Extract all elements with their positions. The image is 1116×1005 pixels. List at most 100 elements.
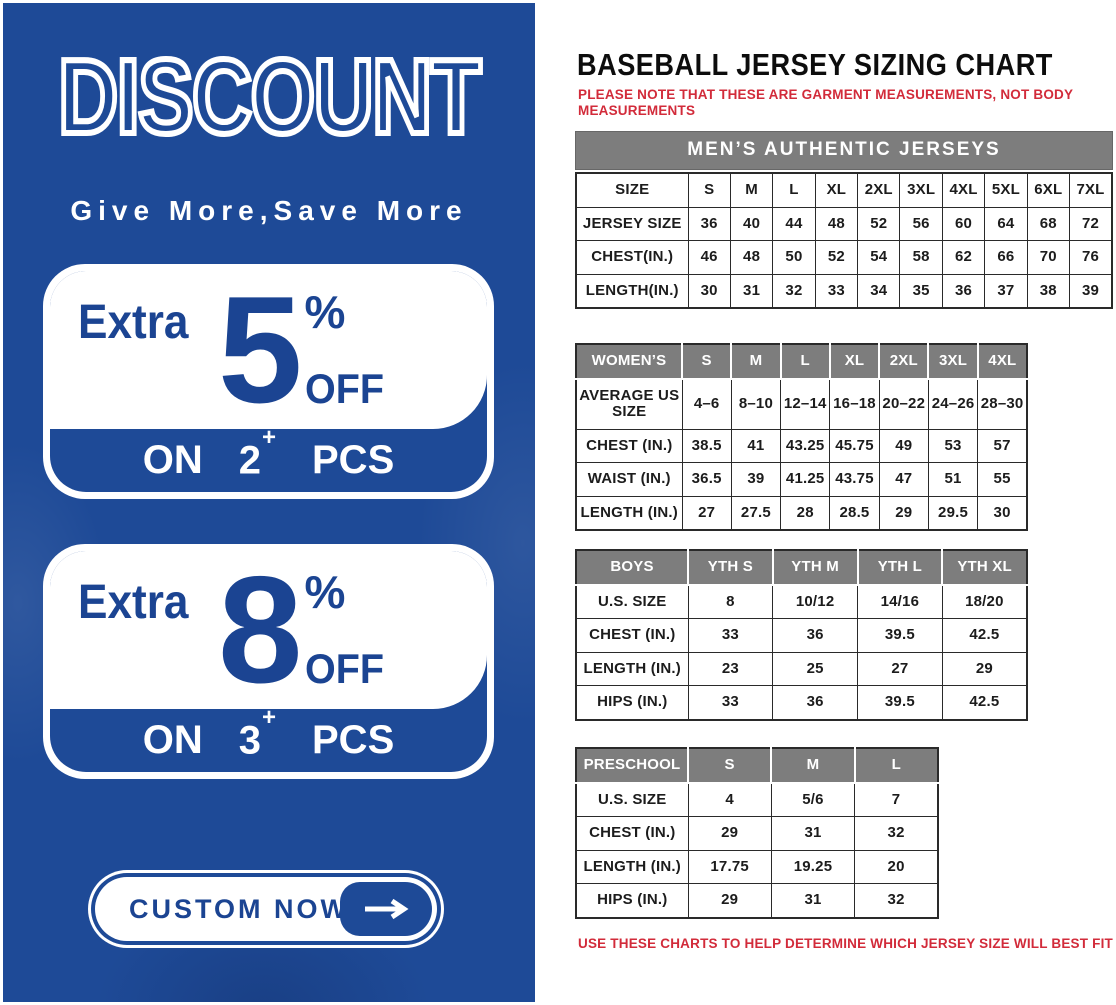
preschool-cell: 20 bbox=[854, 849, 939, 884]
mens-cell: 72 bbox=[1069, 206, 1113, 241]
offer-card-inner: Extra 8 % OFF ON 3+ PCS bbox=[50, 551, 487, 772]
womens-cell: 4–6 bbox=[681, 378, 732, 430]
offer-value-cluster: 8 % OFF bbox=[218, 552, 389, 708]
mens-cell: M bbox=[729, 172, 774, 208]
sizing-chart-panel: BASEBALL JERSEY SIZING CHART PLEASE NOTE… bbox=[575, 0, 1116, 1005]
boys-header-cell: YTH S bbox=[687, 549, 774, 586]
mens-cell: 4XL bbox=[941, 172, 986, 208]
womens-cell: 27 bbox=[681, 495, 732, 531]
womens-row-label: WAIST (IN.) bbox=[575, 462, 683, 497]
mens-cell: 66 bbox=[984, 240, 1028, 275]
boys-row-label: U.S. SIZE bbox=[575, 584, 689, 619]
offer-quantity: 2+ bbox=[238, 423, 276, 483]
preschool-header-cell: M bbox=[770, 747, 856, 784]
custom-now-button[interactable]: CUSTOM NOW bbox=[95, 877, 437, 941]
boys-header-cell: BOYS bbox=[575, 549, 689, 586]
plus-sign: + bbox=[261, 703, 276, 731]
mens-sizing-table: MEN’S AUTHENTIC JERSEYS SIZE S M L XL 2XL 3XL 4X… bbox=[575, 131, 1113, 309]
boys-table: BOYS YTH S YTH M YTH L YTH XL U.S. SIZE 8 10/12… bbox=[575, 549, 1028, 721]
mens-cell: 30 bbox=[687, 273, 731, 309]
womens-cell: 36.5 bbox=[681, 462, 732, 497]
mens-cell: 68 bbox=[1026, 206, 1071, 241]
preschool-row: CHEST (IN.) 29 31 32 bbox=[575, 816, 939, 851]
mens-row: LENGTH(IN.) 30 31 32 33 34 35 36 37 38 39 bbox=[575, 273, 1113, 309]
mens-cell: 70 bbox=[1026, 240, 1071, 275]
womens-cell: 38.5 bbox=[681, 428, 732, 463]
womens-sizing-table: WOMEN’S S M L XL 2XL 3XL 4XL AVERAGE US SIZE 4–6 8… bbox=[575, 343, 1028, 531]
fit-advice-note: USE THESE CHARTS TO HELP DETERMINE WHICH… bbox=[578, 936, 1116, 951]
womens-row: LENGTH (IN.) 27 27.5 28 28.5 29 29.5 30 bbox=[575, 495, 1028, 531]
preschool-row-label: U.S. SIZE bbox=[575, 782, 689, 817]
womens-row-label: AVERAGE US SIZE bbox=[575, 378, 683, 430]
boys-row: LENGTH (IN.) 23 25 27 29 bbox=[575, 651, 1028, 686]
womens-header-cell: 3XL bbox=[927, 343, 979, 380]
mens-cell: 37 bbox=[984, 273, 1028, 309]
womens-cell: 30 bbox=[977, 495, 1028, 531]
boys-cell: 25 bbox=[772, 651, 858, 686]
preschool-cell: 19.25 bbox=[770, 849, 856, 884]
womens-cell: 28 bbox=[780, 495, 831, 531]
boys-cell: 39.5 bbox=[857, 618, 943, 653]
womens-cell: 43.25 bbox=[780, 428, 831, 463]
mens-cell: 3XL bbox=[899, 172, 943, 208]
preschool-row-label: LENGTH (IN.) bbox=[575, 849, 689, 884]
discount-promo-panel: DISCOUNT Give More,Save More Extra 5 % O… bbox=[3, 3, 535, 1002]
discount-headline: DISCOUNT bbox=[56, 35, 484, 159]
mens-row-label: JERSEY SIZE bbox=[575, 206, 689, 241]
preschool-cell: 29 bbox=[687, 883, 772, 918]
offer-extra-label: Extra bbox=[78, 576, 189, 629]
mens-cell: 36 bbox=[687, 206, 731, 241]
preschool-cell: 31 bbox=[770, 816, 856, 851]
offer-card-top: Extra 5 % OFF bbox=[50, 271, 487, 429]
womens-header-cell: XL bbox=[829, 343, 881, 380]
preschool-cell: 32 bbox=[854, 883, 939, 918]
offer-on-label: ON bbox=[142, 718, 203, 762]
womens-cell: 57 bbox=[977, 428, 1028, 463]
offer-value-cluster: 5 % OFF bbox=[218, 271, 389, 435]
preschool-row-label: HIPS (IN.) bbox=[575, 883, 689, 918]
offer-on-label: ON bbox=[142, 438, 203, 482]
mens-cell: 48 bbox=[814, 206, 859, 241]
mens-cell: 5XL bbox=[984, 172, 1028, 208]
boys-cell: 39.5 bbox=[857, 685, 943, 720]
mens-row-label: LENGTH(IN.) bbox=[575, 273, 689, 309]
mens-cell: 50 bbox=[772, 240, 816, 275]
mens-cell: 58 bbox=[899, 240, 943, 275]
mens-cell: 62 bbox=[941, 240, 986, 275]
mens-cell: 60 bbox=[941, 206, 986, 241]
boys-cell: 10/12 bbox=[772, 584, 858, 619]
womens-header-cell: M bbox=[730, 343, 782, 380]
womens-row-label: LENGTH (IN.) bbox=[575, 495, 683, 531]
mens-cell: 32 bbox=[772, 273, 816, 309]
boys-cell: 8 bbox=[687, 584, 774, 619]
womens-cell: 41.25 bbox=[780, 462, 831, 497]
plus-sign: + bbox=[261, 423, 276, 451]
womens-cell: 12–14 bbox=[780, 378, 831, 430]
preschool-header-cell: L bbox=[854, 747, 939, 784]
mens-cell: 6XL bbox=[1026, 172, 1071, 208]
boys-sizing-table: BOYS YTH S YTH M YTH L YTH XL U.S. SIZE 8 10/12… bbox=[575, 549, 1028, 721]
womens-cell: 27.5 bbox=[730, 495, 782, 531]
womens-cell: 16–18 bbox=[829, 378, 880, 430]
mens-cell: 76 bbox=[1069, 240, 1113, 275]
offer-percent-value: 5 bbox=[218, 271, 303, 435]
mens-banner: MEN’S AUTHENTIC JERSEYS bbox=[575, 131, 1113, 170]
boys-cell: 29 bbox=[941, 651, 1028, 686]
womens-cell: 47 bbox=[878, 462, 929, 497]
boys-row: CHEST (IN.) 33 36 39.5 42.5 bbox=[575, 618, 1028, 653]
preschool-cell: 31 bbox=[770, 883, 856, 918]
womens-cell: 20–22 bbox=[878, 378, 929, 430]
mens-cell: 52 bbox=[814, 240, 859, 275]
preschool-cell: 32 bbox=[854, 816, 939, 851]
mens-row: SIZE S M L XL 2XL 3XL 4XL 5XL 6XL 7XL bbox=[575, 172, 1113, 208]
preschool-header-cell: S bbox=[687, 747, 773, 784]
boys-cell: 27 bbox=[857, 651, 943, 686]
boys-header-row: BOYS YTH S YTH M YTH L YTH XL bbox=[575, 549, 1028, 586]
womens-cell: 53 bbox=[927, 428, 979, 463]
offer-pcs-label: PCS bbox=[312, 438, 395, 482]
preschool-row: LENGTH (IN.) 17.75 19.25 20 bbox=[575, 849, 939, 884]
preschool-header-cell: PRESCHOOL bbox=[575, 747, 689, 784]
womens-cell: 55 bbox=[977, 462, 1028, 497]
offer-condition-band: ON 2+ PCS bbox=[50, 423, 487, 492]
